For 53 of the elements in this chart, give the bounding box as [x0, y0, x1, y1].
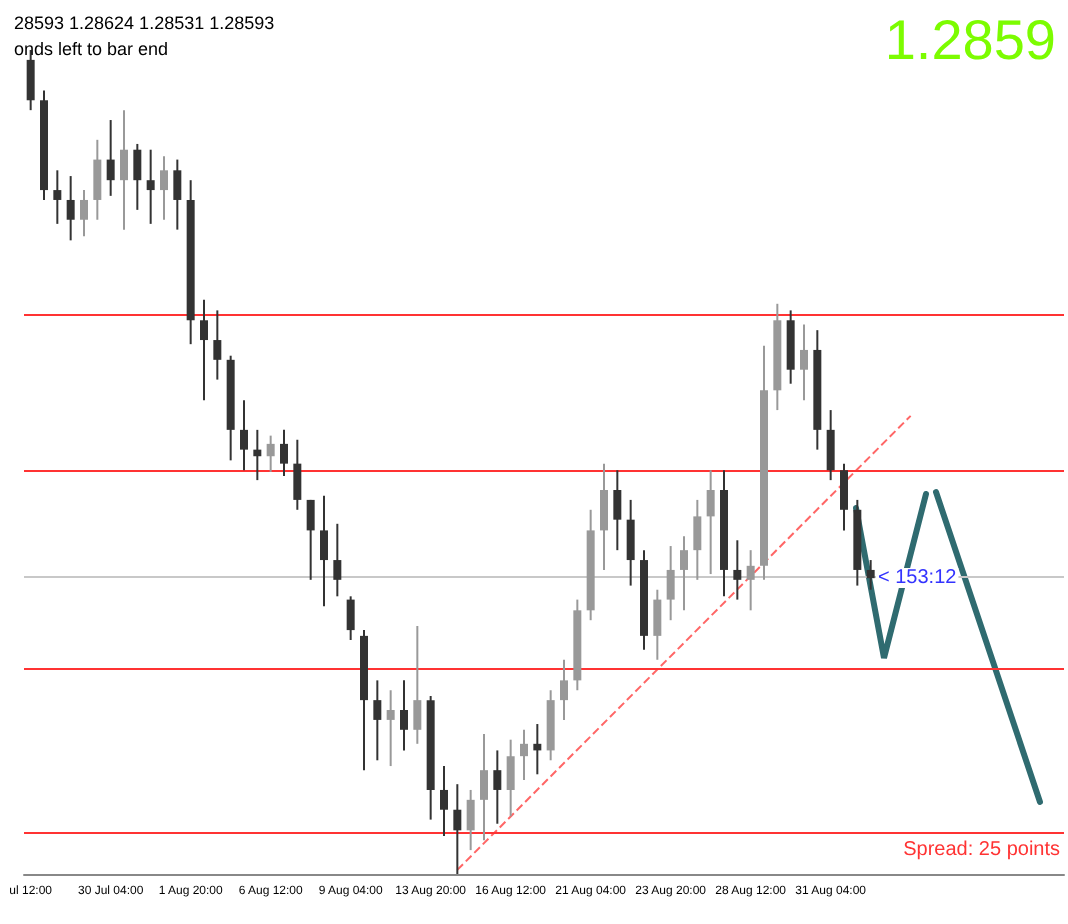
candlestick [520, 728, 528, 782]
candlestick [533, 723, 542, 776]
chart-subtitle: onds left to bar end [14, 39, 169, 59]
candlestick [266, 434, 275, 473]
candlestick [453, 783, 462, 875]
candlestick [800, 323, 808, 402]
candlestick [160, 155, 168, 221]
candlestick [746, 549, 755, 612]
candlestick [280, 428, 288, 478]
candlestick [440, 765, 448, 838]
candlestick [626, 498, 635, 587]
candlestick [826, 409, 835, 482]
candlestick [213, 309, 222, 381]
candlestick [53, 169, 62, 225]
candlestick [200, 298, 208, 402]
candlestick [120, 109, 128, 231]
candlestick [840, 462, 848, 532]
candlestick [613, 469, 622, 552]
candlestick [706, 469, 715, 576]
candlestick [680, 535, 688, 612]
candlestick [733, 539, 742, 601]
annotation: 1.2859 [884, 9, 1056, 71]
candlestick [106, 119, 115, 197]
candlestick [693, 498, 702, 581]
candlestick [333, 522, 342, 598]
candlestick [466, 788, 475, 852]
candlestick [293, 438, 302, 511]
candlestick [386, 689, 395, 768]
candlestick [306, 498, 315, 581]
candlestick [346, 595, 355, 641]
candlestick [80, 189, 88, 238]
candlestick [66, 175, 75, 242]
candlestick [133, 142, 142, 211]
candlestick [373, 679, 382, 762]
candlestick [253, 428, 262, 482]
candlestick [173, 158, 182, 231]
candlestick [320, 494, 328, 608]
chart-title: 28593 1.28624 1.28531 1.28593 [14, 13, 275, 33]
annotation: < 153:12 [878, 567, 958, 589]
candlestick [240, 399, 248, 472]
candlestick [146, 148, 155, 225]
candlestick [400, 679, 408, 752]
candlestick [560, 658, 568, 721]
candlestick [506, 738, 515, 818]
candlestick [666, 545, 675, 622]
annotation: Spread: 25 points [903, 839, 1060, 861]
candlestick [93, 138, 102, 221]
candlestick [413, 624, 422, 745]
candlestick [600, 462, 608, 571]
candlestick [653, 588, 662, 661]
candlestick [866, 559, 875, 591]
candlestick [480, 732, 488, 842]
candlestick [493, 749, 502, 825]
